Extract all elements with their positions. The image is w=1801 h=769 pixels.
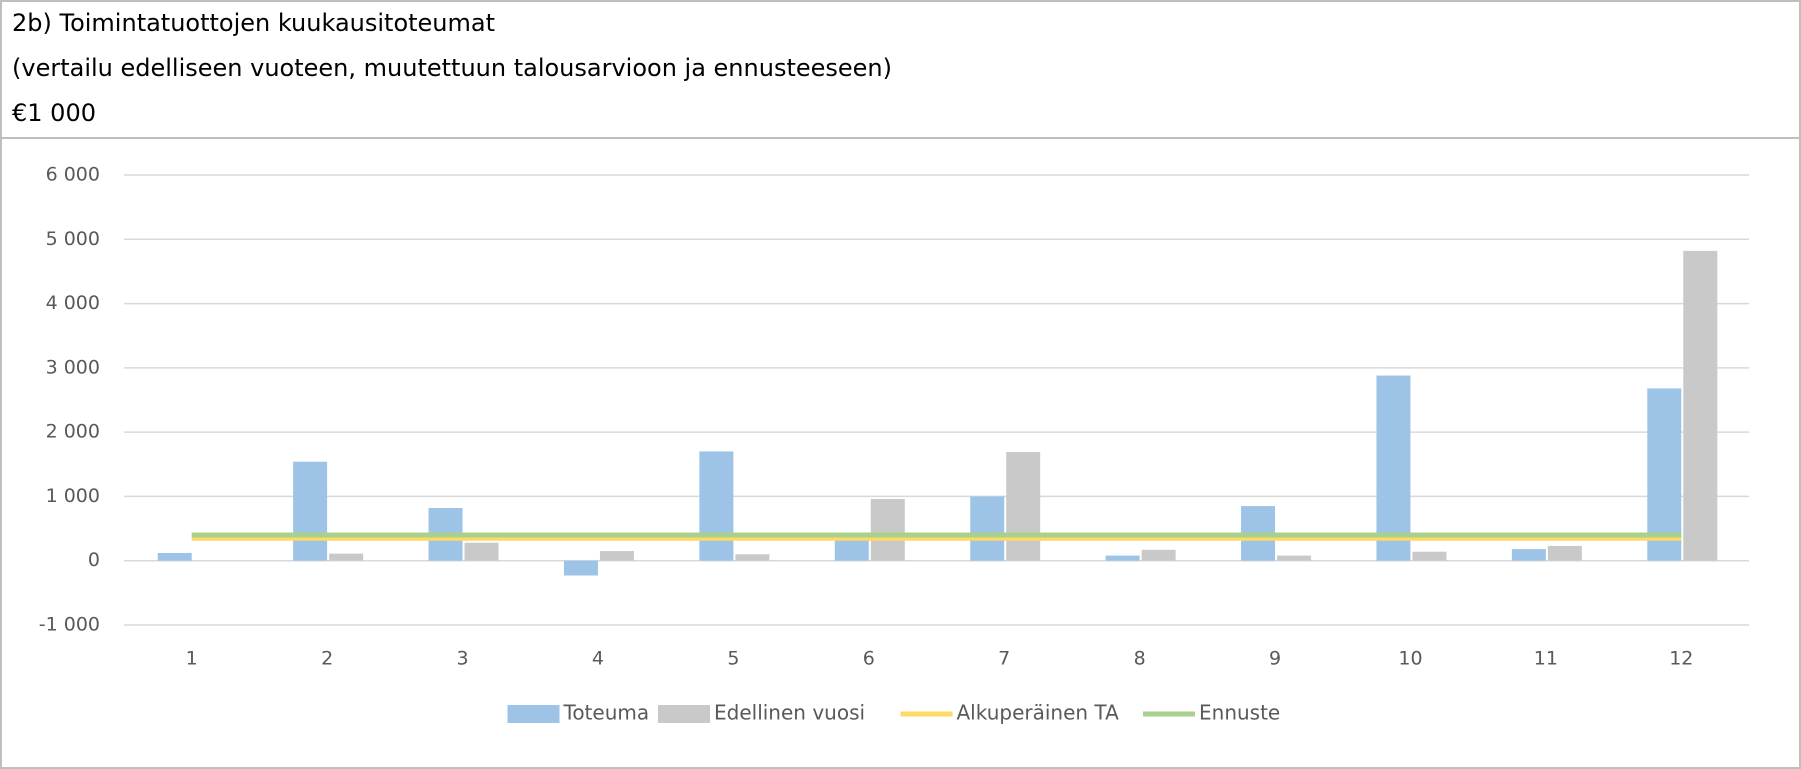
bar: [1006, 452, 1041, 561]
chart-title: 2b) Toimintatuottojen kuukausitoteumat: [12, 9, 495, 37]
y-tick-label: 5 000: [46, 228, 100, 250]
bar: [1647, 388, 1682, 561]
legend-label: Edellinen vuosi: [714, 701, 865, 725]
bar: [1511, 549, 1546, 561]
y-tick-label: 1 000: [46, 485, 100, 507]
bar: [1376, 375, 1411, 561]
y-tick-label: 2 000: [46, 421, 100, 443]
chart-subtitle: (vertailu edelliseen vuoteen, muutettuun…: [12, 54, 892, 82]
y-tick-label: 0: [88, 549, 100, 571]
y-tick-label: 6 000: [46, 164, 100, 186]
bar: [1105, 555, 1140, 561]
bar: [970, 496, 1005, 561]
x-tick-label: 6: [863, 648, 875, 670]
bar: [293, 461, 328, 561]
legend-swatch: [658, 705, 710, 723]
bar: [735, 554, 770, 561]
x-tick-label: 4: [592, 648, 604, 670]
legend-label: Alkuperäinen TA: [957, 701, 1120, 725]
x-tick-label: 5: [727, 648, 739, 670]
x-tick-label: 1: [186, 648, 198, 670]
bar: [699, 451, 734, 561]
x-tick-label: 10: [1398, 648, 1422, 670]
x-tick-label: 3: [456, 648, 468, 670]
bar: [1412, 551, 1447, 561]
bar: [329, 553, 364, 561]
bar: [464, 542, 499, 561]
legend-swatch: [507, 705, 560, 723]
bar: [870, 499, 905, 561]
legend-label: Toteuma: [563, 701, 650, 725]
bar: [1547, 545, 1582, 561]
x-tick-label: 7: [998, 648, 1010, 670]
x-tick-label: 8: [1134, 648, 1146, 670]
x-tick-label: 12: [1669, 648, 1693, 670]
bar: [157, 553, 192, 561]
bar: [1141, 549, 1176, 561]
y-tick-label: 3 000: [46, 356, 100, 378]
legend-label: Ennuste: [1199, 701, 1280, 725]
y-tick-label: 4 000: [46, 292, 100, 314]
bar: [599, 551, 634, 561]
bar: [1277, 555, 1312, 561]
bar: [563, 560, 598, 576]
bar: [1683, 250, 1718, 561]
x-tick-label: 11: [1534, 648, 1558, 670]
y-tick-label: -1 000: [39, 614, 100, 636]
x-tick-label: 2: [321, 648, 333, 670]
units-label: €1 000: [12, 99, 96, 127]
x-tick-label: 9: [1269, 648, 1281, 670]
